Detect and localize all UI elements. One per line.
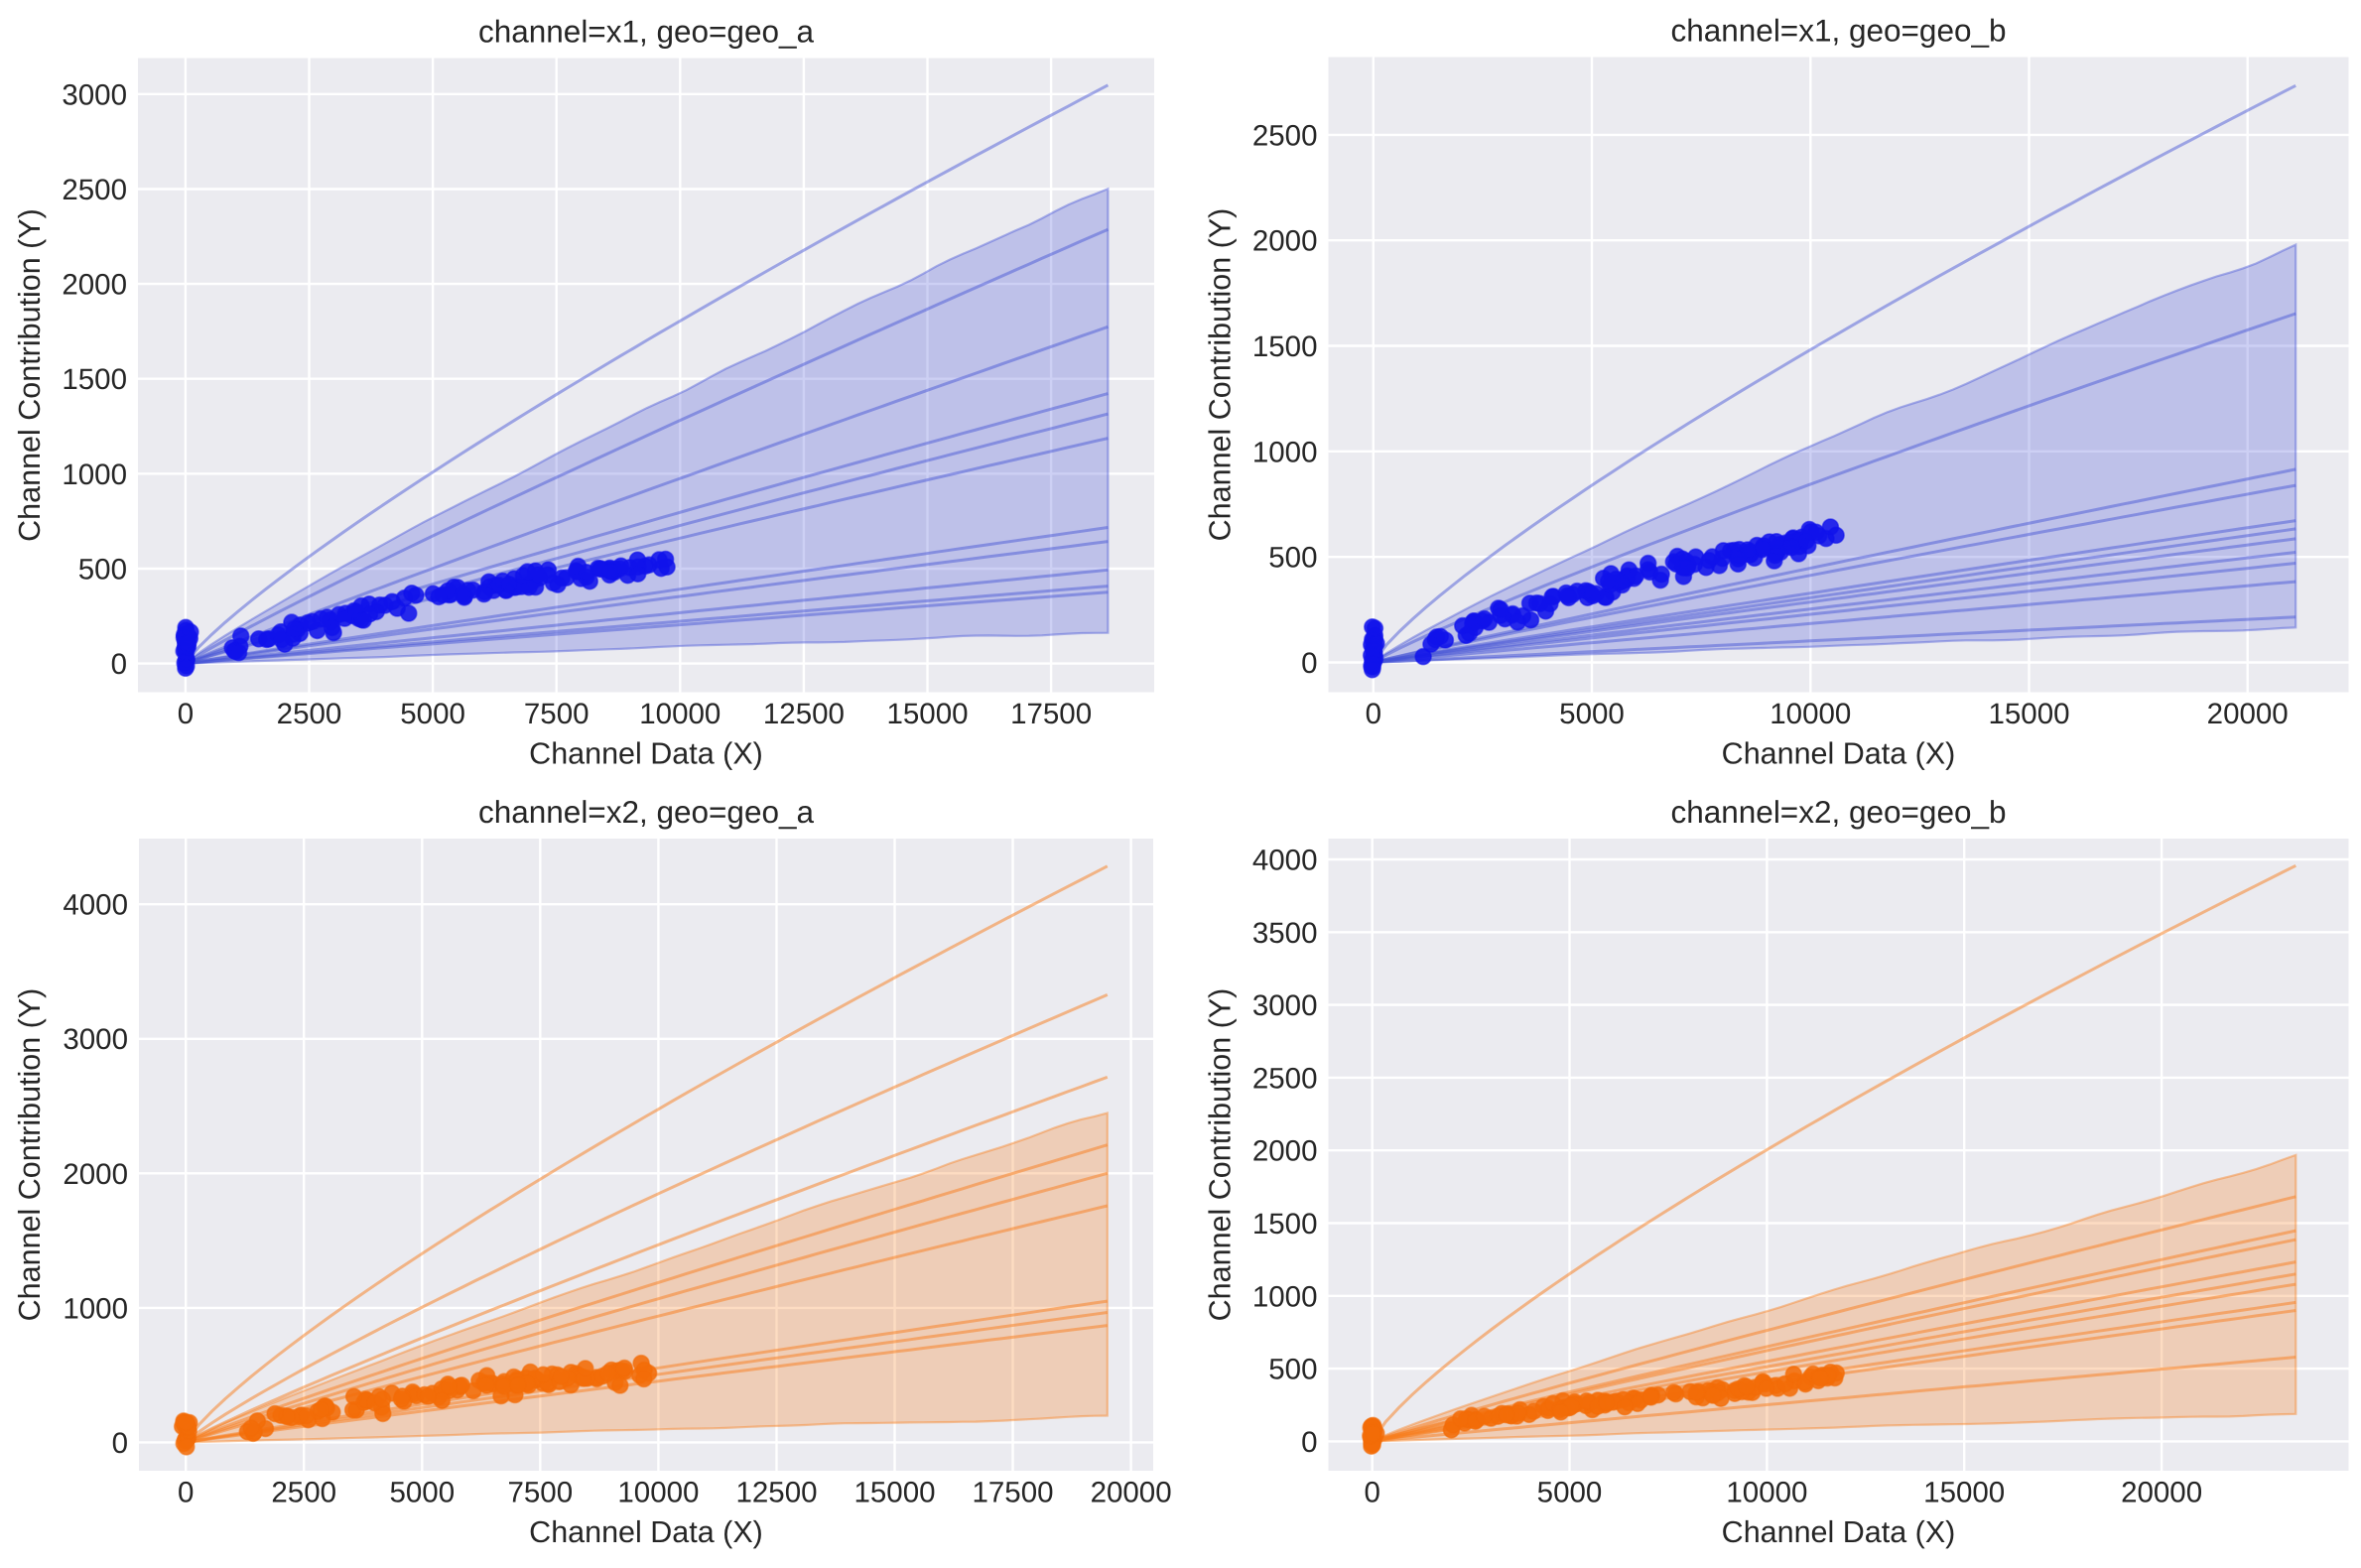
svg-text:5000: 5000 — [389, 1477, 455, 1509]
svg-text:500: 500 — [1268, 542, 1317, 575]
svg-text:12500: 12500 — [763, 698, 845, 730]
svg-text:2000: 2000 — [62, 269, 127, 302]
svg-text:17500: 17500 — [1010, 698, 1092, 730]
svg-text:1000: 1000 — [1252, 1280, 1318, 1313]
svg-text:2000: 2000 — [1252, 1135, 1318, 1168]
svg-text:10000: 10000 — [617, 1477, 699, 1509]
svg-text:5000: 5000 — [1537, 1477, 1603, 1509]
svg-text:7500: 7500 — [507, 1477, 573, 1509]
svg-text:0: 0 — [1301, 1426, 1317, 1459]
svg-text:2000: 2000 — [63, 1158, 128, 1191]
svg-text:15000: 15000 — [886, 698, 968, 730]
svg-text:10000: 10000 — [1726, 1477, 1807, 1509]
svg-text:2500: 2500 — [1252, 1062, 1318, 1095]
svg-text:20000: 20000 — [2207, 698, 2289, 730]
svg-text:channel=x1, geo=geo_a: channel=x1, geo=geo_a — [478, 14, 815, 50]
svg-text:2500: 2500 — [62, 174, 127, 206]
svg-text:Channel Data (X): Channel Data (X) — [529, 1515, 763, 1549]
svg-text:3000: 3000 — [63, 1023, 128, 1056]
svg-text:4000: 4000 — [63, 889, 128, 922]
svg-text:0: 0 — [1301, 647, 1317, 680]
svg-text:20000: 20000 — [1091, 1477, 1172, 1509]
svg-text:0: 0 — [178, 698, 194, 730]
svg-text:1000: 1000 — [62, 458, 127, 491]
svg-text:channel=x1, geo=geo_b: channel=x1, geo=geo_b — [1670, 13, 2006, 49]
svg-text:0: 0 — [178, 1477, 194, 1509]
svg-text:3000: 3000 — [62, 78, 127, 111]
svg-text:0: 0 — [1366, 698, 1381, 730]
svg-text:15000: 15000 — [853, 1477, 935, 1509]
svg-text:10000: 10000 — [1770, 698, 1851, 730]
svg-text:3500: 3500 — [1252, 917, 1318, 950]
svg-text:2500: 2500 — [271, 1477, 336, 1509]
svg-text:7500: 7500 — [524, 698, 590, 730]
svg-text:Channel Contribution (Y): Channel Contribution (Y) — [13, 988, 47, 1322]
svg-text:500: 500 — [1268, 1354, 1317, 1386]
svg-text:channel=x2, geo=geo_a: channel=x2, geo=geo_a — [478, 794, 815, 830]
svg-text:5000: 5000 — [1559, 698, 1625, 730]
svg-text:2500: 2500 — [277, 698, 342, 730]
svg-text:15000: 15000 — [1988, 698, 2069, 730]
svg-text:1500: 1500 — [1252, 330, 1318, 363]
svg-text:12500: 12500 — [735, 1477, 817, 1509]
svg-text:17500: 17500 — [972, 1477, 1053, 1509]
svg-text:2000: 2000 — [1252, 225, 1318, 258]
svg-text:Channel Data (X): Channel Data (X) — [1722, 737, 1956, 771]
svg-text:0: 0 — [111, 648, 127, 681]
svg-text:Channel Data (X): Channel Data (X) — [529, 737, 763, 771]
svg-text:Channel Contribution (Y): Channel Contribution (Y) — [1204, 208, 1238, 542]
svg-text:3000: 3000 — [1252, 989, 1318, 1022]
svg-text:Channel Contribution (Y): Channel Contribution (Y) — [1204, 988, 1238, 1322]
svg-text:channel=x2, geo=geo_b: channel=x2, geo=geo_b — [1670, 794, 2006, 830]
svg-text:Channel Data (X): Channel Data (X) — [1722, 1515, 1956, 1549]
svg-text:0: 0 — [1364, 1477, 1379, 1509]
svg-text:500: 500 — [78, 554, 127, 587]
svg-text:10000: 10000 — [639, 698, 721, 730]
svg-text:2500: 2500 — [1252, 119, 1318, 152]
svg-text:15000: 15000 — [1923, 1477, 2005, 1509]
svg-text:Channel Contribution (Y): Channel Contribution (Y) — [13, 208, 47, 542]
svg-text:0: 0 — [112, 1427, 128, 1460]
svg-text:1000: 1000 — [63, 1292, 128, 1325]
svg-text:4000: 4000 — [1252, 845, 1318, 877]
svg-text:1500: 1500 — [62, 363, 127, 396]
svg-text:1500: 1500 — [1252, 1208, 1318, 1241]
svg-text:5000: 5000 — [400, 698, 465, 730]
svg-text:1000: 1000 — [1252, 436, 1318, 468]
svg-text:20000: 20000 — [2121, 1477, 2202, 1509]
